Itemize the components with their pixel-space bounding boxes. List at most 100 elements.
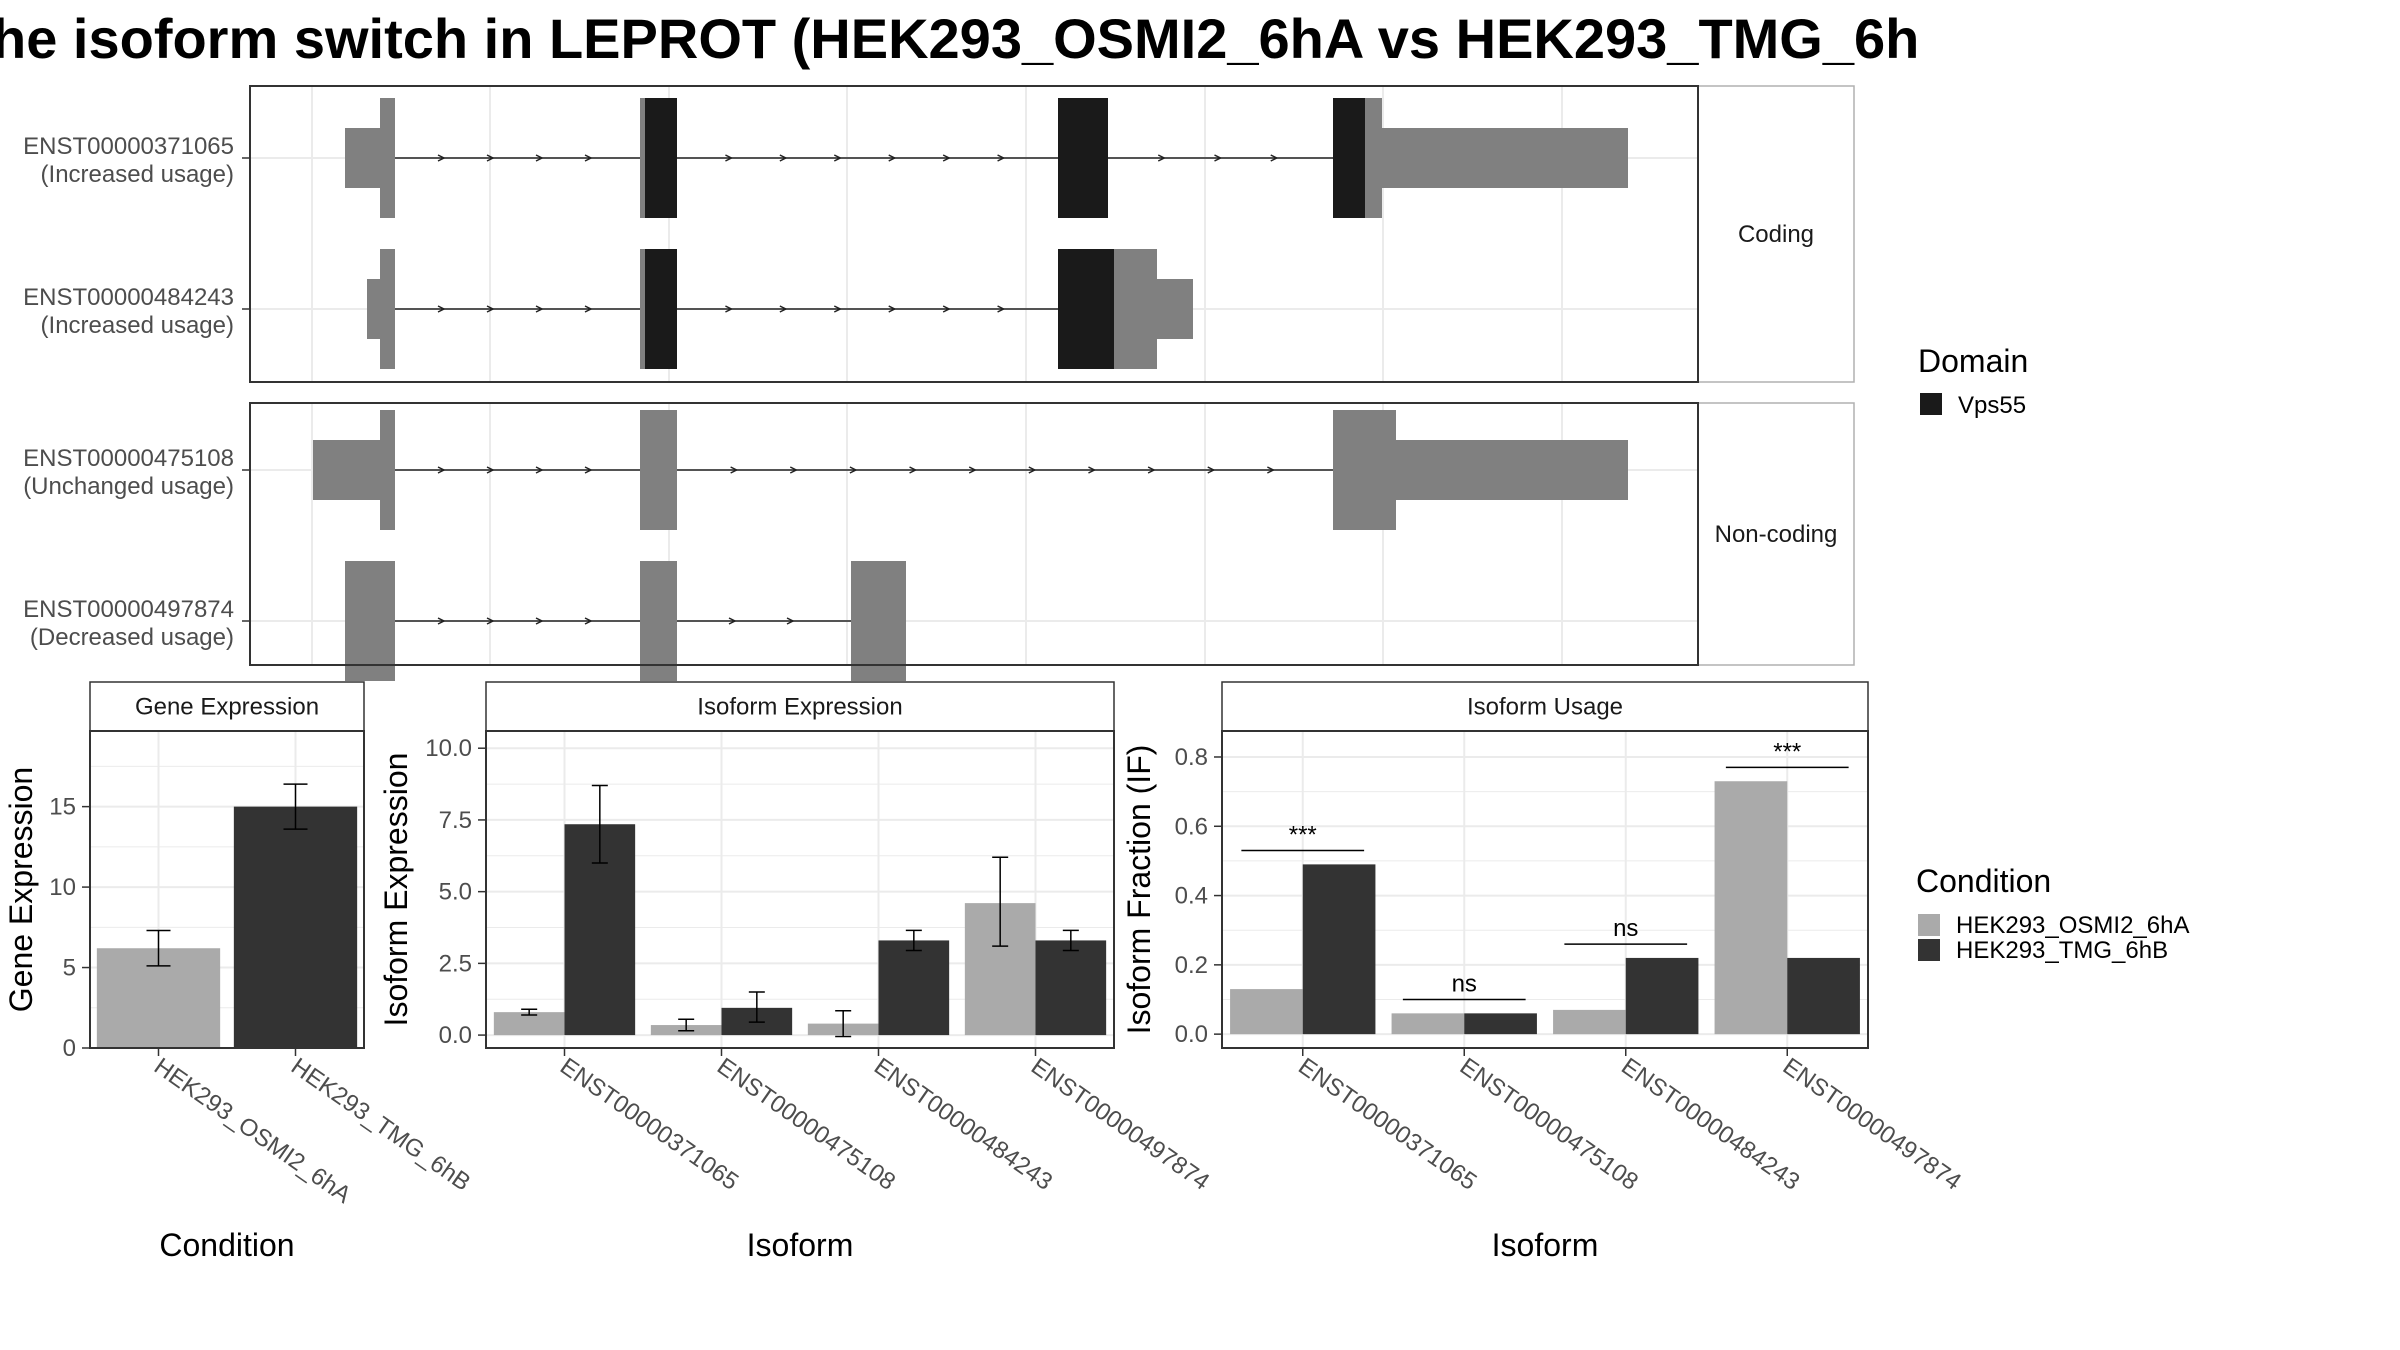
intron-arrow xyxy=(786,617,795,625)
intron-arrow xyxy=(888,154,897,162)
structure-panel-border xyxy=(249,402,1699,666)
legend-condition-label: HEK293_OSMI2_6hA xyxy=(1956,912,2189,939)
intron-arrow xyxy=(1088,466,1097,474)
x-tick-label: ENST00000497874 xyxy=(1778,1053,1966,1196)
significance-label: *** xyxy=(1289,822,1317,849)
intron-arrow xyxy=(1147,466,1156,474)
exon-utr xyxy=(851,561,906,681)
legends: Domain Vps55 Condition HEK293_OSMI2_6hAHEK2… xyxy=(1916,343,2189,964)
intron-arrow xyxy=(730,466,739,474)
intron-arrow xyxy=(584,617,593,625)
intron-arrow xyxy=(997,154,1006,162)
exon-utr xyxy=(640,410,677,530)
transcript-usage-label: (Unchanged usage) xyxy=(23,473,234,500)
exon-domain xyxy=(645,98,677,218)
intron-arrow xyxy=(437,154,446,162)
legend-condition-label: HEK293_TMG_6hB xyxy=(1956,937,2168,964)
exon-utr xyxy=(380,98,395,218)
exon-utr xyxy=(640,561,677,681)
intron-arrow xyxy=(1267,466,1276,474)
intron-arrow xyxy=(1270,154,1279,162)
intron-arrow xyxy=(535,466,544,474)
transcript-id-label: ENST00000484243 xyxy=(23,284,234,311)
transcript-usage-label: (Increased usage) xyxy=(41,312,234,339)
exon-domain xyxy=(1333,98,1365,218)
intron-arrow xyxy=(833,154,842,162)
exon-utr xyxy=(640,98,645,218)
intron-arrow xyxy=(584,305,593,313)
intron-arrow xyxy=(535,617,544,625)
intron-arrow xyxy=(1207,466,1216,474)
intron-arrow xyxy=(437,305,446,313)
bar xyxy=(1714,781,1788,1035)
y-axis-title: Isoform Fraction (IF) xyxy=(1121,745,1157,1035)
x-axis-title: Isoform xyxy=(1492,1227,1599,1263)
transcript-structure-plot: CodingNon-codingENST00000371065(Increase… xyxy=(23,85,1855,681)
exon-utr xyxy=(1157,279,1193,339)
chart-strip-label: Isoform Usage xyxy=(1467,694,1623,721)
intron-arrow xyxy=(725,154,734,162)
intron-arrow xyxy=(725,305,734,313)
transcript-id-label: ENST00000475108 xyxy=(23,445,234,472)
facet-label-coding: Coding xyxy=(1738,221,1814,248)
exon-utr xyxy=(345,561,395,681)
exon-utr xyxy=(380,249,395,369)
intron-arrow xyxy=(942,154,951,162)
chart-strip xyxy=(485,681,1115,732)
significance-label: *** xyxy=(1773,738,1801,765)
intron-arrow xyxy=(486,305,495,313)
y-tick-label: 7.5 xyxy=(439,807,472,834)
intron-arrow xyxy=(1157,154,1166,162)
y-tick-label: 0.4 xyxy=(1175,883,1208,910)
intron-arrow xyxy=(849,466,858,474)
chart-panel-border xyxy=(1221,730,1869,1049)
x-tick-label: ENST00000371065 xyxy=(1293,1053,1481,1196)
intron-arrow xyxy=(437,466,446,474)
exon-utr xyxy=(640,249,645,369)
x-axis-title: Condition xyxy=(159,1227,294,1263)
legend-condition-swatch xyxy=(1918,939,1940,961)
bar xyxy=(1625,957,1699,1035)
chart-panel-border xyxy=(89,730,365,1049)
intron-arrow xyxy=(888,305,897,313)
bar xyxy=(1553,1009,1626,1035)
exon-domain xyxy=(1058,98,1108,218)
y-tick-label: 2.5 xyxy=(439,950,472,977)
bar xyxy=(878,940,950,1036)
y-tick-label: 0.0 xyxy=(1175,1021,1208,1048)
y-tick-label: 10.0 xyxy=(425,735,472,762)
chart-panel-border xyxy=(485,730,1115,1049)
intron-arrow xyxy=(728,617,737,625)
intron-arrow xyxy=(486,466,495,474)
y-tick-label: 0.0 xyxy=(439,1022,472,1049)
significance-label: ns xyxy=(1452,970,1477,997)
intron-arrow xyxy=(779,154,788,162)
exon-domain xyxy=(645,249,677,369)
intron-arrow xyxy=(833,305,842,313)
y-tick-label: 0.6 xyxy=(1175,813,1208,840)
exon-utr xyxy=(1333,410,1396,530)
intron-arrow xyxy=(997,305,1006,313)
bar xyxy=(1464,1013,1537,1035)
exon-domain xyxy=(1058,249,1114,369)
intron-arrow xyxy=(779,305,788,313)
facet-strip xyxy=(1697,85,1855,383)
chart-strip-label: Gene Expression xyxy=(135,694,319,721)
y-tick-label: 5 xyxy=(63,955,76,982)
y-tick-label: 10 xyxy=(49,874,76,901)
chart-strip-label: Isoform Expression xyxy=(697,694,902,721)
intron-arrow xyxy=(909,466,918,474)
transcript-usage-label: (Decreased usage) xyxy=(30,624,234,651)
intron-arrow xyxy=(789,466,798,474)
intron-arrow xyxy=(584,154,593,162)
intron-arrow xyxy=(942,305,951,313)
intron-arrow xyxy=(486,154,495,162)
legend-condition-swatch xyxy=(1918,914,1940,936)
y-tick-label: 5.0 xyxy=(439,879,472,906)
transcript-usage-label: (Increased usage) xyxy=(41,161,234,188)
bar xyxy=(233,806,358,1048)
structure-panel-border xyxy=(249,85,1699,383)
y-tick-label: 0.2 xyxy=(1175,952,1208,979)
bar xyxy=(1035,940,1107,1036)
y-axis-title: Gene Expression xyxy=(3,767,39,1012)
